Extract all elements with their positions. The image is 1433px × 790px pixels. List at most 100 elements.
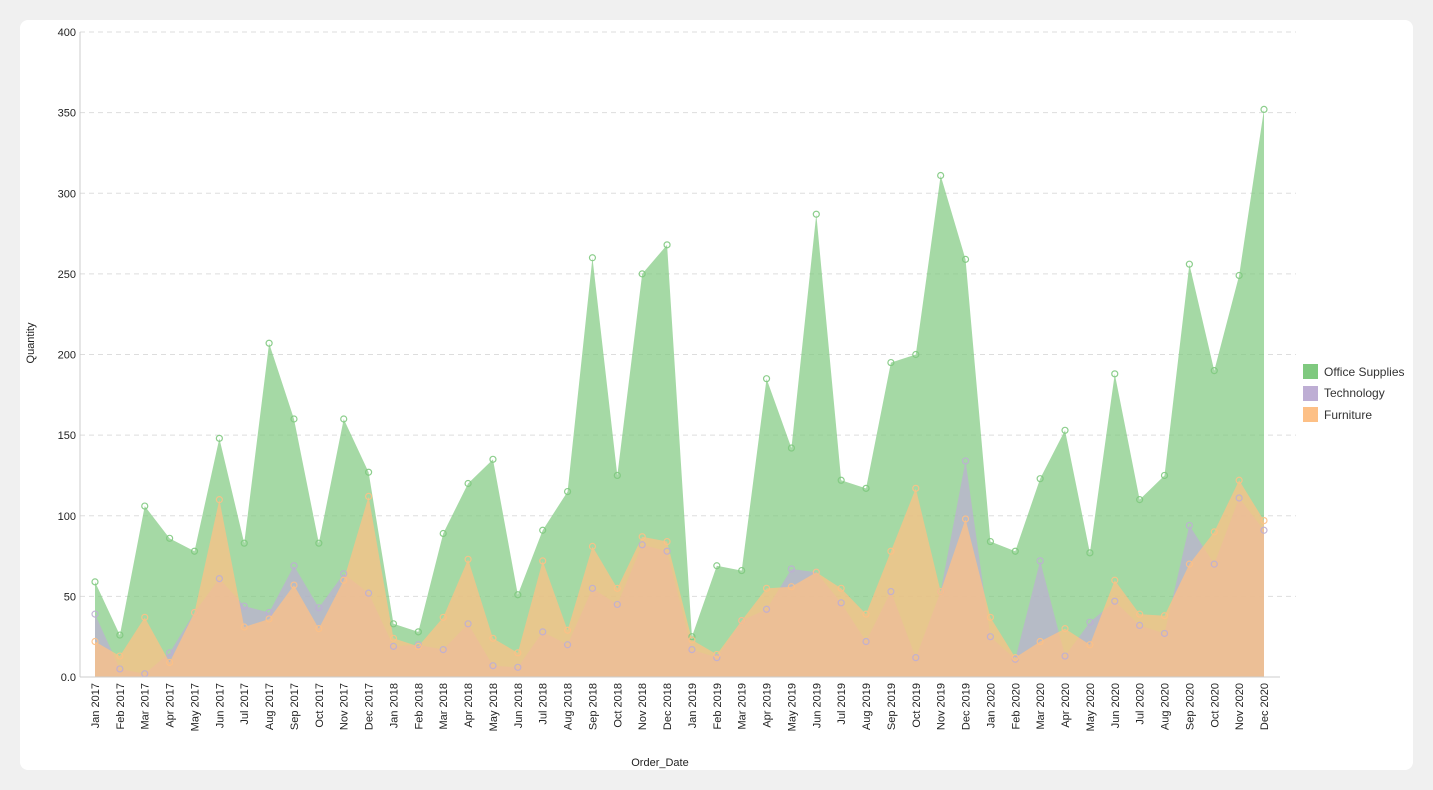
x-tick-label: Jun 2019 bbox=[811, 683, 823, 728]
point-technology bbox=[787, 565, 796, 573]
point-furniture bbox=[439, 613, 447, 621]
point-technology bbox=[588, 584, 597, 592]
x-tick-label: Dec 2017 bbox=[364, 683, 376, 730]
point-technology bbox=[315, 604, 323, 612]
axes: 0.0 50 100 150 200 250 300 350 400 Jan 2017 Feb 20… bbox=[58, 27, 1280, 731]
x-tick-label: Sep 2018 bbox=[587, 683, 599, 730]
legend-item-technology[interactable]: Technology bbox=[1303, 383, 1405, 405]
point-office-supplies bbox=[464, 479, 472, 488]
point-technology bbox=[1185, 521, 1193, 530]
y-tick-label: 200 bbox=[58, 350, 76, 362]
x-tick-label: May 2017 bbox=[189, 683, 201, 731]
point-technology bbox=[912, 654, 920, 662]
x-tick-label: Jul 2018 bbox=[538, 683, 550, 725]
point-furniture bbox=[688, 636, 696, 644]
point-office-supplies bbox=[190, 547, 199, 555]
x-tick-label: Oct 2018 bbox=[612, 683, 624, 728]
x-tick-label: Jan 2020 bbox=[985, 683, 997, 728]
point-office-supplies bbox=[887, 358, 895, 367]
point-furniture bbox=[1111, 576, 1119, 584]
point-technology bbox=[986, 633, 995, 641]
point-furniture bbox=[663, 537, 671, 546]
point-office-supplies bbox=[986, 537, 995, 546]
point-office-supplies bbox=[141, 502, 149, 510]
point-office-supplies bbox=[787, 444, 796, 452]
x-tick-label: Oct 2019 bbox=[911, 683, 923, 728]
x-tick-label: Oct 2017 bbox=[314, 683, 326, 728]
point-office-supplies bbox=[489, 455, 497, 463]
point-office-supplies bbox=[1111, 370, 1119, 378]
point-furniture bbox=[315, 625, 323, 633]
point-office-supplies bbox=[166, 534, 174, 542]
legend-swatch-office-supplies bbox=[1303, 364, 1318, 380]
x-tick-label: Sep 2017 bbox=[289, 683, 301, 730]
point-furniture bbox=[613, 584, 621, 592]
point-technology bbox=[1235, 494, 1243, 502]
x-tick-label: Jan 2019 bbox=[687, 683, 699, 728]
x-tick-label: Jun 2018 bbox=[513, 683, 525, 728]
y-tick-label: 150 bbox=[58, 430, 76, 442]
point-furniture bbox=[812, 568, 820, 576]
point-furniture bbox=[588, 542, 597, 550]
point-furniture bbox=[961, 515, 970, 523]
point-furniture bbox=[364, 492, 373, 500]
point-office-supplies bbox=[762, 375, 771, 383]
x-tick-label: Jun 2020 bbox=[1110, 683, 1122, 728]
y-tick-label: 0.0 bbox=[61, 672, 76, 684]
point-office-supplies bbox=[116, 631, 124, 639]
point-furniture bbox=[1260, 516, 1268, 525]
point-technology bbox=[539, 628, 547, 636]
point-office-supplies bbox=[613, 471, 621, 480]
x-tick-label: May 2019 bbox=[786, 683, 798, 731]
point-technology bbox=[240, 602, 248, 610]
point-technology bbox=[1111, 597, 1119, 605]
x-tick-label: Jul 2020 bbox=[1135, 683, 1147, 725]
point-furniture bbox=[1136, 610, 1144, 618]
area-furniture bbox=[95, 480, 1264, 677]
point-furniture bbox=[713, 650, 721, 659]
x-tick-label: Mar 2017 bbox=[140, 683, 152, 729]
point-technology bbox=[464, 620, 472, 628]
point-office-supplies bbox=[713, 562, 721, 570]
point-technology bbox=[837, 599, 845, 607]
legend-label-furniture: Furniture bbox=[1324, 407, 1373, 422]
point-office-supplies bbox=[862, 484, 870, 492]
point-technology bbox=[1160, 629, 1169, 638]
point-furniture bbox=[290, 581, 298, 589]
x-tick-label: Apr 2020 bbox=[1060, 683, 1072, 728]
point-technology bbox=[713, 654, 721, 662]
x-tick-label: Dec 2018 bbox=[662, 683, 674, 730]
point-furniture bbox=[265, 615, 273, 623]
point-technology bbox=[439, 645, 447, 654]
x-tick-label: Apr 2018 bbox=[463, 683, 475, 728]
point-office-supplies bbox=[265, 339, 273, 347]
x-tick-label: Mar 2020 bbox=[1035, 683, 1047, 729]
point-office-supplies bbox=[290, 415, 298, 423]
x-tick-label: Feb 2018 bbox=[413, 683, 425, 729]
point-office-supplies bbox=[812, 210, 820, 218]
point-office-supplies bbox=[91, 578, 99, 586]
point-technology bbox=[1086, 618, 1094, 626]
point-furniture bbox=[116, 652, 124, 660]
x-tick-label: Aug 2020 bbox=[1160, 683, 1172, 730]
point-office-supplies bbox=[1210, 367, 1218, 375]
x-tick-label: Sep 2020 bbox=[1184, 683, 1196, 730]
point-office-supplies bbox=[1136, 496, 1144, 504]
point-office-supplies bbox=[663, 241, 671, 249]
x-tick-label: Feb 2017 bbox=[115, 683, 127, 729]
x-tick-label: Feb 2020 bbox=[1010, 683, 1022, 729]
point-office-supplies bbox=[688, 633, 696, 641]
point-office-supplies bbox=[588, 254, 597, 262]
point-office-supplies bbox=[340, 415, 348, 423]
point-office-supplies bbox=[414, 628, 422, 636]
point-technology bbox=[887, 587, 895, 596]
x-tick-label: Nov 2020 bbox=[1234, 683, 1246, 730]
legend-item-office-supplies[interactable]: Office Supplies bbox=[1303, 361, 1405, 383]
point-technology bbox=[1036, 557, 1044, 565]
point-technology bbox=[1136, 621, 1144, 630]
point-furniture bbox=[141, 613, 149, 621]
point-furniture bbox=[1210, 528, 1218, 536]
x-tick-label: Jul 2017 bbox=[239, 683, 251, 725]
legend-item-furniture[interactable]: Furniture bbox=[1303, 404, 1405, 426]
point-office-supplies bbox=[1061, 426, 1069, 434]
